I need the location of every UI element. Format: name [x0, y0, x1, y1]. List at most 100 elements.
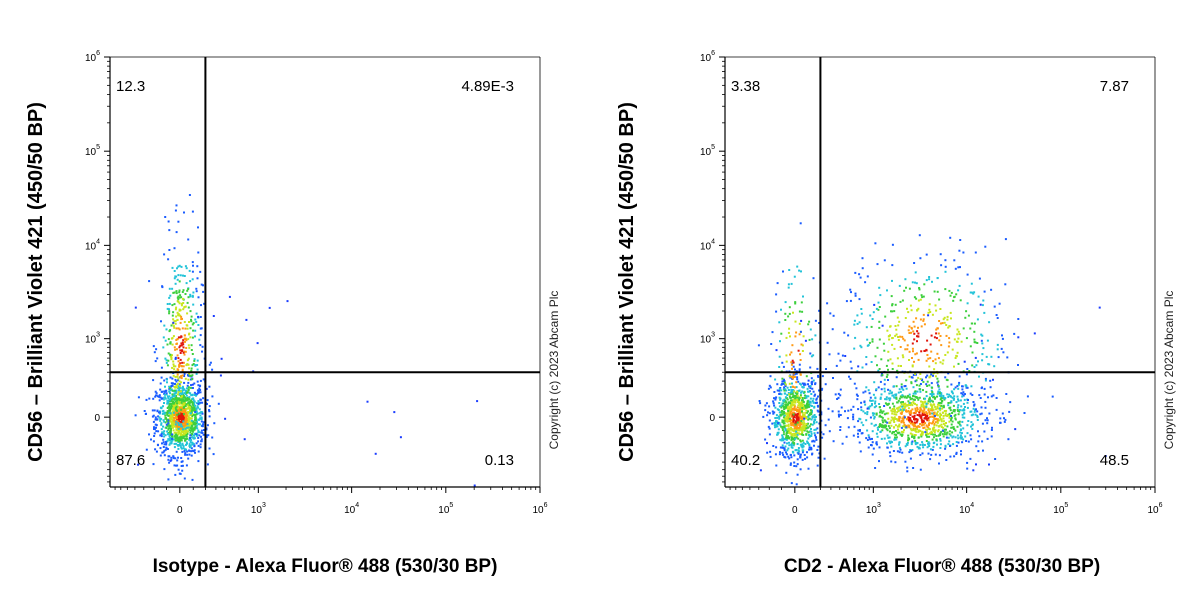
event-dot [165, 359, 168, 362]
event-dot [879, 414, 882, 417]
event-dot [797, 349, 800, 352]
event-dot [807, 431, 810, 434]
event-dot [781, 436, 784, 439]
event-dot [799, 424, 802, 427]
event-dot [916, 414, 919, 416]
event-dot [950, 416, 953, 419]
event-dot [169, 342, 172, 345]
event-dot [179, 401, 182, 404]
event-dot [906, 466, 909, 469]
event-dot [900, 385, 903, 388]
event-dot [789, 353, 791, 356]
event-dot [173, 247, 176, 250]
event-dot [982, 449, 984, 452]
event-dot [776, 282, 779, 285]
event-dot [801, 443, 804, 446]
event-dot [937, 332, 940, 335]
event-dot [815, 438, 818, 441]
event-dot [912, 330, 915, 333]
event-dot [896, 411, 899, 414]
event-dot [793, 432, 796, 435]
event-dot [793, 461, 796, 464]
event-dot [790, 482, 793, 485]
event-dot [957, 266, 960, 269]
event-dot [775, 425, 777, 428]
event-dot [170, 416, 173, 419]
event-dot [942, 414, 945, 417]
event-dot [167, 405, 170, 408]
event-dot [910, 331, 912, 334]
event-dot [990, 395, 993, 398]
event-dot [1098, 306, 1101, 309]
event-dot [929, 343, 932, 346]
event-dot [821, 375, 824, 378]
event-dot [939, 361, 942, 364]
event-dot [177, 433, 180, 436]
event-dot [873, 424, 876, 427]
event-dot [181, 460, 184, 463]
event-dot [951, 431, 954, 434]
event-dot [970, 421, 973, 424]
event-dot [785, 451, 787, 454]
event-dot [179, 472, 182, 475]
event-dot [926, 374, 929, 377]
event-dot [948, 341, 951, 344]
event-dot [980, 339, 983, 342]
event-dot [202, 284, 204, 287]
event-dot [167, 258, 170, 261]
event-dot [789, 396, 792, 399]
event-dot [939, 335, 942, 337]
event-dot [185, 464, 188, 467]
event-dot [857, 420, 860, 423]
event-dot [890, 424, 893, 427]
event-dot [784, 445, 787, 448]
event-dot [865, 437, 868, 440]
event-dot [936, 381, 939, 384]
event-dot [796, 421, 799, 424]
event-dot [898, 451, 901, 454]
event-dot [955, 451, 958, 454]
event-dot [800, 383, 802, 386]
event-dot [185, 267, 188, 270]
event-dot [173, 326, 176, 329]
event-dot [942, 435, 945, 438]
event-dot [183, 305, 186, 308]
event-dot [909, 419, 912, 422]
event-dot [964, 393, 966, 396]
event-dot [184, 448, 186, 451]
event-dot [182, 343, 185, 346]
event-dot [912, 422, 914, 425]
event-dot [779, 414, 782, 417]
event-dot [907, 407, 910, 410]
event-dot [937, 429, 940, 432]
event-dot [785, 354, 788, 357]
event-dot [948, 393, 951, 396]
event-dot [166, 430, 169, 433]
event-dot [945, 334, 948, 337]
event-dot [926, 446, 929, 449]
event-dot [773, 397, 775, 400]
event-dot [173, 464, 176, 467]
event-dot [940, 402, 943, 405]
event-dot [1014, 428, 1017, 431]
event-dot [173, 414, 176, 417]
event-dot [190, 369, 193, 372]
event-dot [929, 357, 932, 360]
event-dot [194, 423, 197, 426]
event-dot [178, 363, 181, 366]
event-dot [798, 402, 801, 405]
event-dot [951, 392, 954, 395]
event-dot [923, 323, 926, 326]
event-dot [154, 416, 157, 419]
event-dot [200, 440, 203, 443]
event-dot [174, 403, 177, 406]
event-dot [188, 372, 190, 375]
event-dot [966, 424, 969, 427]
event-dot [195, 402, 198, 405]
event-dot [832, 440, 835, 443]
event-dot [874, 400, 877, 403]
event-dot [887, 379, 889, 381]
event-dot [182, 398, 185, 401]
event-dot [158, 416, 161, 419]
event-dot [163, 402, 165, 404]
